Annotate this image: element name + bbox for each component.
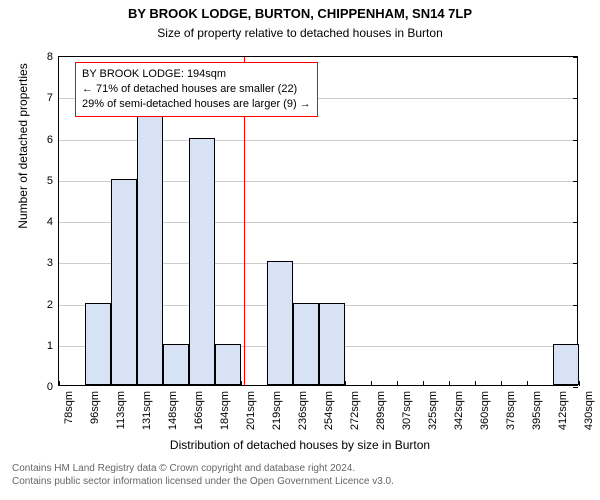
xtick-mark <box>345 381 346 386</box>
chart-subtitle: Size of property relative to detached ho… <box>0 26 600 40</box>
ytick-mark <box>573 222 578 223</box>
xtick-label: 166sqm <box>193 391 205 430</box>
annotation-line1: BY BROOK LODGE: 194sqm <box>82 67 311 82</box>
xtick-label: 236sqm <box>297 391 309 430</box>
annotation-box: BY BROOK LODGE: 194sqm ← 71% of detached… <box>75 62 318 117</box>
ytick-mark <box>573 305 578 306</box>
xtick-mark <box>579 381 580 386</box>
xtick-label: 184sqm <box>219 391 231 430</box>
ytick-label: 8 <box>47 51 59 63</box>
xtick-label: 148sqm <box>167 391 179 430</box>
xtick-label: 360sqm <box>479 391 491 430</box>
xtick-label: 131sqm <box>141 391 153 430</box>
xtick-mark <box>241 381 242 386</box>
chart-container: BY BROOK LODGE, BURTON, CHIPPENHAM, SN14… <box>0 0 600 500</box>
xtick-label: 430sqm <box>583 391 595 430</box>
xtick-mark <box>475 381 476 386</box>
histogram-bar <box>163 344 189 385</box>
ytick-label: 0 <box>47 381 59 393</box>
footer-attribution: Contains HM Land Registry data © Crown c… <box>0 462 600 488</box>
xtick-label: 342sqm <box>453 391 465 430</box>
ytick-label: 7 <box>47 92 59 104</box>
ytick-mark <box>573 263 578 264</box>
xtick-mark <box>371 381 372 386</box>
xtick-label: 219sqm <box>271 391 283 430</box>
ytick-label: 4 <box>47 216 59 228</box>
xtick-label: 395sqm <box>531 391 543 430</box>
xtick-label: 272sqm <box>349 391 361 430</box>
y-axis-label: Number of detached properties <box>16 0 30 311</box>
xtick-mark <box>501 381 502 386</box>
xtick-mark <box>397 381 398 386</box>
xtick-label: 96sqm <box>89 391 101 424</box>
xtick-label: 113sqm <box>115 391 127 429</box>
xtick-mark <box>423 381 424 386</box>
x-axis-label: Distribution of detached houses by size … <box>0 438 600 452</box>
histogram-bar <box>215 344 241 385</box>
xtick-label: 201sqm <box>245 391 257 430</box>
ytick-mark <box>573 57 578 58</box>
xtick-mark <box>527 381 528 386</box>
histogram-bar <box>319 303 345 386</box>
ytick-label: 3 <box>47 257 59 269</box>
histogram-bar <box>553 344 579 385</box>
xtick-label: 78sqm <box>63 391 75 424</box>
ytick-label: 6 <box>47 134 59 146</box>
histogram-bar <box>189 138 215 386</box>
ytick-mark <box>573 181 578 182</box>
ytick-mark <box>573 387 578 388</box>
xtick-label: 378sqm <box>505 391 517 430</box>
footer-line1: Contains HM Land Registry data © Crown c… <box>12 462 600 475</box>
chart-title: BY BROOK LODGE, BURTON, CHIPPENHAM, SN14… <box>0 6 600 21</box>
xtick-mark <box>59 381 60 386</box>
xtick-label: 254sqm <box>323 391 335 430</box>
xtick-label: 307sqm <box>401 391 413 430</box>
footer-line2: Contains public sector information licen… <box>12 475 600 488</box>
histogram-bar <box>293 303 319 386</box>
ytick-label: 1 <box>47 340 59 352</box>
xtick-label: 289sqm <box>375 391 387 430</box>
annotation-line3: 29% of semi-detached houses are larger (… <box>82 97 311 112</box>
ytick-mark <box>573 140 578 141</box>
histogram-bar <box>267 261 293 385</box>
ytick-label: 2 <box>47 299 59 311</box>
ytick-label: 5 <box>47 175 59 187</box>
annotation-line2: ← 71% of detached houses are smaller (22… <box>82 82 311 97</box>
xtick-label: 412sqm <box>557 391 569 430</box>
xtick-label: 325sqm <box>427 391 439 430</box>
histogram-bar <box>137 96 163 385</box>
histogram-bar <box>85 303 111 386</box>
xtick-mark <box>449 381 450 386</box>
histogram-bar <box>111 179 137 385</box>
ytick-mark <box>573 98 578 99</box>
